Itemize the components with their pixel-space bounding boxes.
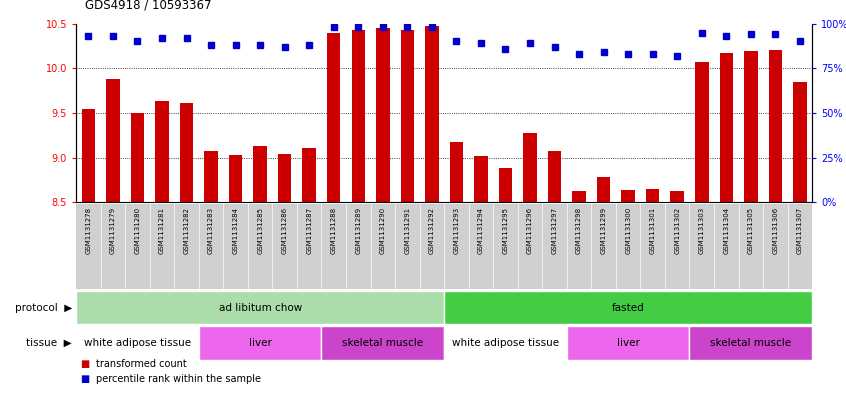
Text: GSM1131283: GSM1131283 xyxy=(208,207,214,254)
Bar xyxy=(76,291,444,324)
Bar xyxy=(769,50,782,202)
Text: GSM1131305: GSM1131305 xyxy=(748,207,754,254)
Bar xyxy=(278,154,291,202)
Bar xyxy=(444,291,812,324)
Text: GSM1131295: GSM1131295 xyxy=(503,207,508,254)
Text: white adipose tissue: white adipose tissue xyxy=(84,338,191,348)
Bar xyxy=(622,190,634,202)
Text: GSM1131294: GSM1131294 xyxy=(478,207,484,254)
Bar xyxy=(646,189,659,202)
Bar xyxy=(597,177,610,202)
Text: GSM1131282: GSM1131282 xyxy=(184,207,190,254)
Bar xyxy=(573,191,585,202)
Bar xyxy=(76,326,199,360)
Text: GSM1131279: GSM1131279 xyxy=(110,207,116,254)
Text: skeletal muscle: skeletal muscle xyxy=(711,338,791,348)
Bar xyxy=(376,28,389,202)
Text: fasted: fasted xyxy=(612,303,645,312)
Bar xyxy=(794,82,806,202)
Bar xyxy=(156,101,168,202)
Text: ■: ■ xyxy=(80,374,90,384)
Bar xyxy=(444,326,567,360)
Text: GSM1131304: GSM1131304 xyxy=(723,207,729,254)
Bar xyxy=(401,30,414,202)
Bar xyxy=(689,326,812,360)
Text: GSM1131300: GSM1131300 xyxy=(625,207,631,254)
Bar xyxy=(131,113,144,202)
Bar xyxy=(720,53,733,202)
Text: GSM1131285: GSM1131285 xyxy=(257,207,263,254)
Text: GSM1131278: GSM1131278 xyxy=(85,207,91,254)
Bar xyxy=(180,103,193,202)
Bar xyxy=(548,151,561,202)
Text: protocol  ▶: protocol ▶ xyxy=(14,303,72,312)
Text: GSM1131286: GSM1131286 xyxy=(282,207,288,254)
Bar xyxy=(229,155,242,202)
Bar xyxy=(695,62,708,202)
Text: GSM1131306: GSM1131306 xyxy=(772,207,778,254)
Text: GDS4918 / 10593367: GDS4918 / 10593367 xyxy=(85,0,212,12)
Text: ad libitum chow: ad libitum chow xyxy=(218,303,302,312)
Bar xyxy=(475,156,487,202)
Text: GSM1131299: GSM1131299 xyxy=(601,207,607,254)
Text: liver: liver xyxy=(617,338,640,348)
Bar xyxy=(321,326,444,360)
Text: ■: ■ xyxy=(80,358,90,369)
Bar xyxy=(254,146,266,202)
Text: GSM1131290: GSM1131290 xyxy=(380,207,386,254)
Bar xyxy=(352,30,365,202)
Text: GSM1131293: GSM1131293 xyxy=(453,207,459,254)
Text: tissue  ▶: tissue ▶ xyxy=(26,338,72,348)
Text: GSM1131287: GSM1131287 xyxy=(306,207,312,254)
Bar xyxy=(199,326,321,360)
Text: GSM1131284: GSM1131284 xyxy=(233,207,239,254)
Bar xyxy=(82,108,95,202)
Text: GSM1131297: GSM1131297 xyxy=(552,207,558,254)
Text: GSM1131280: GSM1131280 xyxy=(135,207,140,254)
Text: transformed count: transformed count xyxy=(96,358,186,369)
Text: white adipose tissue: white adipose tissue xyxy=(452,338,559,348)
Text: percentile rank within the sample: percentile rank within the sample xyxy=(96,374,261,384)
Bar xyxy=(744,51,757,202)
Text: GSM1131291: GSM1131291 xyxy=(404,207,410,254)
Bar xyxy=(205,151,217,202)
Bar xyxy=(499,169,512,202)
Bar xyxy=(450,141,463,202)
Text: GSM1131288: GSM1131288 xyxy=(331,207,337,254)
Bar xyxy=(671,191,684,202)
Text: GSM1131303: GSM1131303 xyxy=(699,207,705,254)
Text: GSM1131307: GSM1131307 xyxy=(797,207,803,254)
Text: GSM1131298: GSM1131298 xyxy=(576,207,582,254)
Text: GSM1131281: GSM1131281 xyxy=(159,207,165,254)
Text: GSM1131292: GSM1131292 xyxy=(429,207,435,254)
Bar xyxy=(327,33,340,202)
Text: GSM1131296: GSM1131296 xyxy=(527,207,533,254)
Bar xyxy=(107,79,119,202)
Bar xyxy=(567,326,689,360)
Bar xyxy=(303,148,316,202)
Text: liver: liver xyxy=(249,338,272,348)
Bar xyxy=(426,26,438,202)
Text: skeletal muscle: skeletal muscle xyxy=(343,338,423,348)
Bar xyxy=(524,133,536,202)
Text: GSM1131302: GSM1131302 xyxy=(674,207,680,254)
Text: GSM1131301: GSM1131301 xyxy=(650,207,656,254)
Text: GSM1131289: GSM1131289 xyxy=(355,207,361,254)
